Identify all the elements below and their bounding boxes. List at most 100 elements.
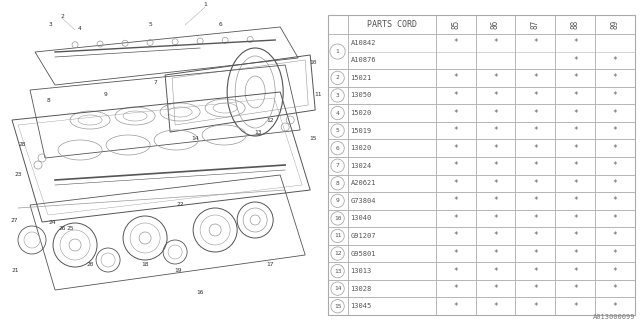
Text: 12: 12	[266, 117, 274, 123]
Text: *: *	[573, 38, 577, 47]
Text: *: *	[533, 249, 538, 258]
Text: *: *	[453, 144, 458, 153]
Text: *: *	[453, 214, 458, 223]
Text: 3: 3	[336, 93, 339, 98]
Text: *: *	[493, 179, 498, 188]
Text: 7: 7	[153, 81, 157, 85]
Text: 2: 2	[60, 13, 64, 19]
Text: G73804: G73804	[351, 198, 376, 204]
Text: *: *	[573, 73, 577, 83]
Text: *: *	[453, 196, 458, 205]
Text: *: *	[573, 91, 577, 100]
Text: 9: 9	[336, 198, 339, 203]
Text: *: *	[533, 284, 538, 293]
Text: PARTS CORD: PARTS CORD	[367, 20, 417, 29]
Text: *: *	[493, 108, 498, 117]
Text: *: *	[612, 267, 618, 276]
Text: 14: 14	[191, 135, 199, 140]
Text: *: *	[533, 231, 538, 240]
Text: *: *	[612, 73, 618, 83]
Text: *: *	[612, 126, 618, 135]
Text: 13050: 13050	[351, 92, 372, 99]
Text: *: *	[612, 284, 618, 293]
Text: 20: 20	[86, 262, 94, 268]
Text: *: *	[612, 231, 618, 240]
Text: *: *	[573, 179, 577, 188]
Text: *: *	[573, 196, 577, 205]
Text: *: *	[573, 126, 577, 135]
Text: *: *	[453, 179, 458, 188]
Text: 18: 18	[141, 262, 149, 268]
Text: *: *	[493, 214, 498, 223]
Text: 10: 10	[310, 60, 317, 65]
Text: 4: 4	[78, 26, 82, 30]
Text: G95801: G95801	[351, 251, 376, 257]
Text: *: *	[533, 267, 538, 276]
Text: *: *	[612, 144, 618, 153]
Text: 3: 3	[48, 21, 52, 27]
Text: *: *	[493, 126, 498, 135]
Text: 11: 11	[334, 234, 341, 238]
Text: 13045: 13045	[351, 303, 372, 309]
Text: A20621: A20621	[351, 180, 376, 186]
Text: 23: 23	[14, 172, 22, 178]
Text: *: *	[612, 302, 618, 311]
Text: A10876: A10876	[351, 57, 376, 63]
Text: 15020: 15020	[351, 110, 372, 116]
Text: *: *	[453, 231, 458, 240]
Text: 28: 28	[19, 142, 26, 148]
Text: *: *	[453, 38, 458, 47]
Text: *: *	[453, 91, 458, 100]
Text: 9: 9	[103, 92, 107, 98]
Text: 15021: 15021	[351, 75, 372, 81]
Text: *: *	[573, 249, 577, 258]
Text: *: *	[493, 231, 498, 240]
Text: 5: 5	[148, 21, 152, 27]
Text: *: *	[612, 161, 618, 170]
Text: *: *	[573, 267, 577, 276]
Text: *: *	[453, 126, 458, 135]
Text: *: *	[573, 161, 577, 170]
Text: 17: 17	[266, 262, 274, 268]
Text: 7: 7	[336, 163, 339, 168]
Text: *: *	[453, 161, 458, 170]
Text: *: *	[453, 249, 458, 258]
Text: *: *	[453, 284, 458, 293]
Text: *: *	[493, 91, 498, 100]
Text: A013000099: A013000099	[593, 314, 635, 320]
Text: *: *	[612, 249, 618, 258]
Text: *: *	[573, 231, 577, 240]
Text: *: *	[612, 108, 618, 117]
Text: *: *	[533, 91, 538, 100]
Text: 6: 6	[336, 146, 339, 151]
Text: *: *	[612, 196, 618, 205]
Text: 22: 22	[177, 203, 184, 207]
Text: *: *	[493, 196, 498, 205]
Text: *: *	[453, 267, 458, 276]
Text: *: *	[493, 249, 498, 258]
Text: 8: 8	[336, 181, 339, 186]
Text: *: *	[533, 73, 538, 83]
Text: *: *	[493, 267, 498, 276]
Text: 19: 19	[174, 268, 182, 273]
Text: 13024: 13024	[351, 163, 372, 169]
Text: *: *	[493, 73, 498, 83]
Text: *: *	[612, 179, 618, 188]
Text: 1: 1	[204, 3, 207, 7]
Text: 26: 26	[58, 226, 66, 230]
Text: *: *	[493, 284, 498, 293]
Text: 24: 24	[48, 220, 56, 225]
Text: 11: 11	[314, 92, 322, 98]
Text: 13040: 13040	[351, 215, 372, 221]
Text: 87: 87	[531, 20, 540, 29]
Text: 5: 5	[336, 128, 339, 133]
Text: 1: 1	[336, 49, 339, 54]
Text: *: *	[612, 56, 618, 65]
Text: 13: 13	[334, 268, 341, 274]
Text: 27: 27	[10, 218, 18, 222]
Text: 14: 14	[334, 286, 341, 291]
Text: *: *	[533, 196, 538, 205]
Text: 13020: 13020	[351, 145, 372, 151]
Text: 12: 12	[334, 251, 341, 256]
Text: *: *	[533, 108, 538, 117]
